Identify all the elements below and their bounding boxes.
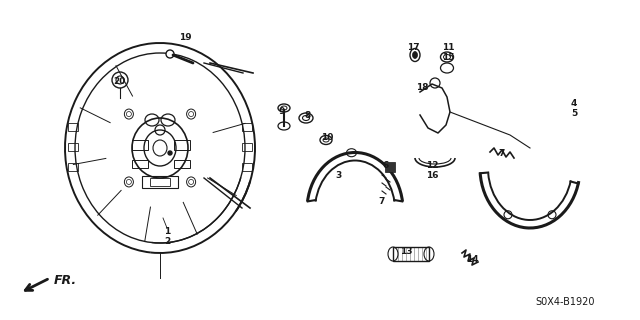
Text: 16: 16 [426, 171, 438, 180]
Text: 20: 20 [113, 77, 125, 86]
Text: FR.: FR. [54, 274, 77, 286]
Text: 18: 18 [416, 84, 428, 92]
Bar [68, 163, 78, 171]
Text: 13: 13 [400, 247, 412, 257]
Text: 12: 12 [426, 161, 438, 170]
Text: 15: 15 [442, 53, 454, 62]
Bar [68, 123, 78, 131]
Text: 6: 6 [383, 161, 389, 170]
Text: 1: 1 [164, 228, 170, 236]
Bar [242, 123, 252, 131]
Text: 17: 17 [406, 44, 419, 52]
Text: 4: 4 [571, 99, 577, 108]
Bar [150, 178, 170, 186]
Text: 8: 8 [305, 110, 311, 119]
Text: 7: 7 [379, 197, 385, 206]
Text: 9: 9 [279, 108, 285, 116]
Bar [68, 143, 78, 151]
Text: 11: 11 [442, 44, 454, 52]
Bar [393, 247, 429, 261]
Ellipse shape [413, 52, 417, 59]
Text: 5: 5 [571, 108, 577, 117]
Text: 2: 2 [164, 237, 170, 246]
Bar [385, 162, 395, 172]
Bar [142, 176, 178, 188]
Text: 19: 19 [179, 34, 191, 43]
Text: 7: 7 [499, 148, 505, 157]
Text: 14: 14 [466, 255, 478, 265]
Ellipse shape [166, 50, 174, 58]
Bar [242, 163, 252, 171]
Text: S0X4-B1920: S0X4-B1920 [535, 297, 595, 307]
Text: 3: 3 [335, 171, 341, 180]
Bar [242, 143, 252, 151]
Circle shape [168, 151, 172, 155]
Text: 10: 10 [321, 133, 333, 142]
